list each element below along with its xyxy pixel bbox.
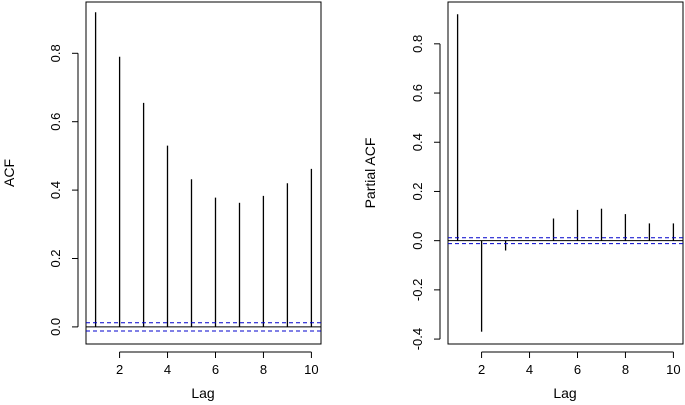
acf-panel: 2 4 6 8 10 0.0 0.2 0.4 0.6 0.8 Lag ACF (1, 1, 322, 401)
pacf-x-axis: 2 4 6 8 10 (478, 351, 681, 377)
acf-y-tick-label: 0.0 (48, 318, 63, 336)
pacf-y-axis: -0.4 -0.2 0.0 0.2 0.4 0.6 0.8 (410, 35, 441, 350)
pacf-y-tick-label: 0.8 (410, 35, 425, 53)
acf-spikes (94, 12, 313, 327)
pacf-x-tick-label: 2 (478, 362, 485, 377)
pacf-y-tick-label: -0.2 (410, 279, 425, 301)
pacf-spikes (456, 14, 675, 332)
acf-y-axis: 0.0 0.2 0.4 0.6 0.8 (48, 44, 79, 336)
acf-plot-frame (85, 1, 322, 345)
acf-y-tick-label: 0.6 (48, 113, 63, 131)
acf-x-tick-label: 8 (260, 362, 267, 377)
pacf-y-axis-label: Partial ACF (362, 138, 378, 209)
acf-x-axis: 2 4 6 8 10 (116, 351, 319, 377)
acf-y-tick-label: 0.4 (48, 181, 63, 199)
acf-y-axis-label: ACF (1, 159, 17, 187)
pacf-x-axis-label: Lag (553, 385, 576, 401)
acf-x-tick-label: 10 (304, 362, 318, 377)
pacf-y-tick-label: -0.4 (410, 328, 425, 350)
acf-y-tick-label: 0.8 (48, 44, 63, 62)
acf-x-axis-label: Lag (191, 385, 214, 401)
acf-x-tick-label: 2 (116, 362, 123, 377)
acf-x-tick-label: 4 (164, 362, 171, 377)
pacf-y-tick-label: 0.2 (410, 182, 425, 200)
pacf-y-tick-label: 0.4 (410, 133, 425, 151)
pacf-y-tick-label: 0.6 (410, 84, 425, 102)
pacf-x-tick-label: 6 (574, 362, 581, 377)
pacf-plot-frame (447, 1, 684, 345)
acf-x-tick-label: 6 (212, 362, 219, 377)
pacf-panel: 2 4 6 8 10 -0.4 -0.2 0.0 0.2 0.4 0.6 0.8 Lag Parti… (362, 1, 684, 401)
pacf-y-tick-label: 0.0 (410, 232, 425, 250)
pacf-x-tick-label: 4 (526, 362, 533, 377)
pacf-x-tick-label: 10 (666, 362, 680, 377)
acf-y-tick-label: 0.2 (48, 249, 63, 267)
pacf-x-tick-label: 8 (622, 362, 629, 377)
